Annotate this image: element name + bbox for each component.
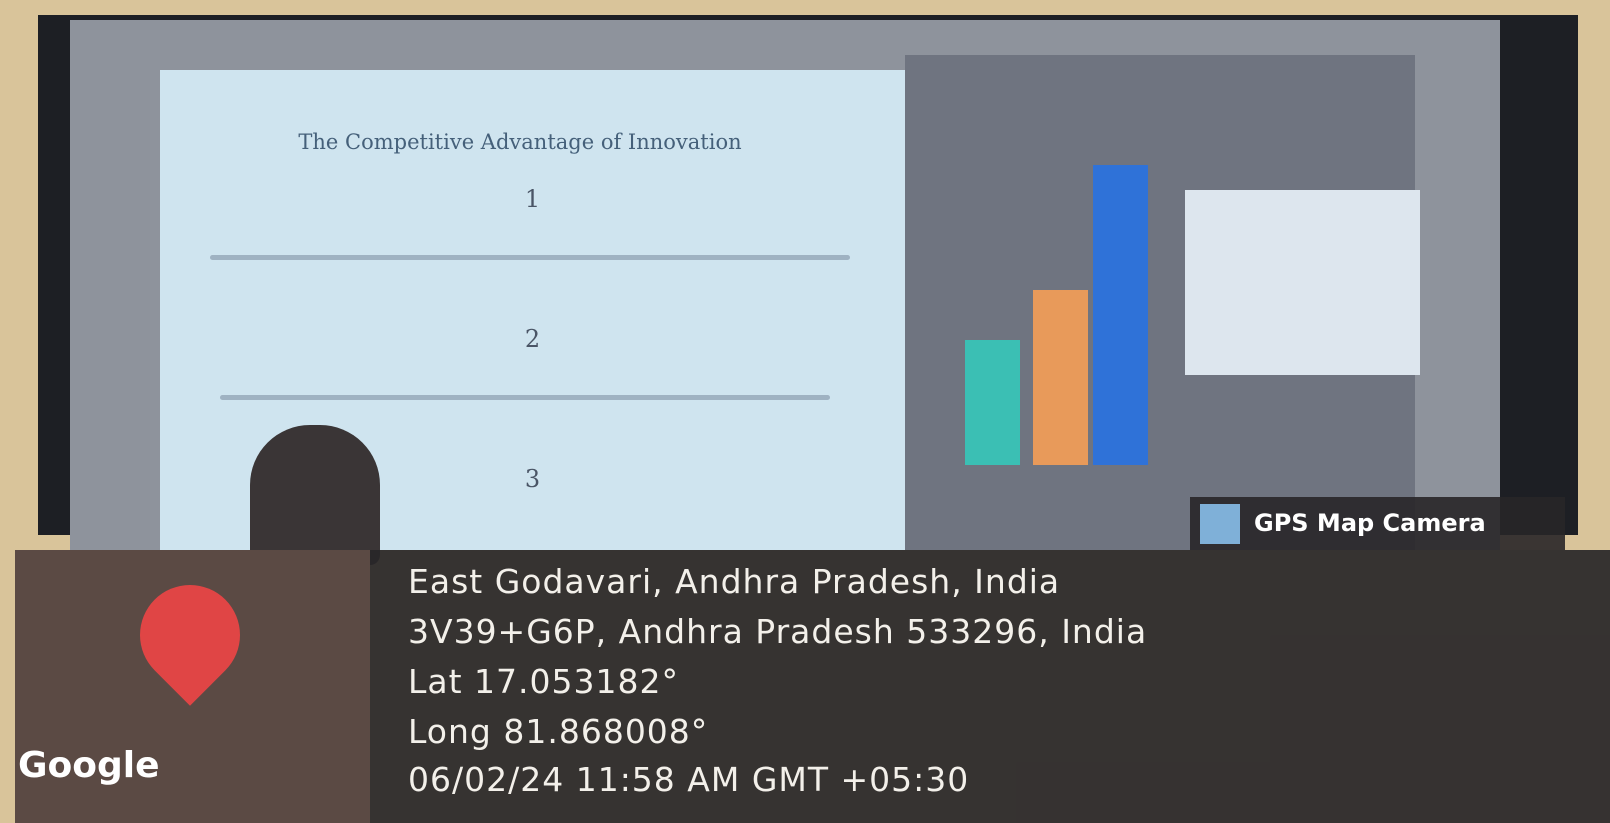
person bbox=[250, 425, 380, 565]
app-icon bbox=[1200, 504, 1240, 544]
note-card bbox=[1185, 190, 1420, 375]
chart-panel bbox=[905, 55, 1415, 550]
blurred-text bbox=[210, 255, 850, 260]
location-info: East Godavari, Andhra Pradesh, India 3V3… bbox=[370, 550, 1610, 823]
app-badge: GPS Map Camera bbox=[1190, 497, 1565, 550]
address: East Godavari, Andhra Pradesh, India bbox=[408, 562, 1060, 601]
app-name: GPS Map Camera bbox=[1254, 509, 1486, 537]
map-label: Google bbox=[18, 745, 160, 786]
photo: The Competitive Advantage of Innovation … bbox=[0, 0, 1610, 823]
bar-shape bbox=[965, 340, 1020, 465]
slide-title: The Competitive Advantage of Innovation bbox=[200, 130, 840, 154]
timestamp: 06/02/24 11:58 AM GMT +05:30 bbox=[408, 760, 969, 799]
latitude: Lat 17.053182° bbox=[408, 662, 679, 701]
point-number: 1 bbox=[160, 185, 905, 213]
plus-code: 3V39+G6P, Andhra Pradesh 533296, India bbox=[408, 612, 1147, 651]
bar-shape bbox=[1093, 165, 1148, 465]
point-number: 2 bbox=[160, 325, 905, 353]
blurred-text bbox=[220, 395, 830, 400]
bar-shape bbox=[1033, 290, 1088, 465]
longitude: Long 81.868008° bbox=[408, 712, 708, 751]
